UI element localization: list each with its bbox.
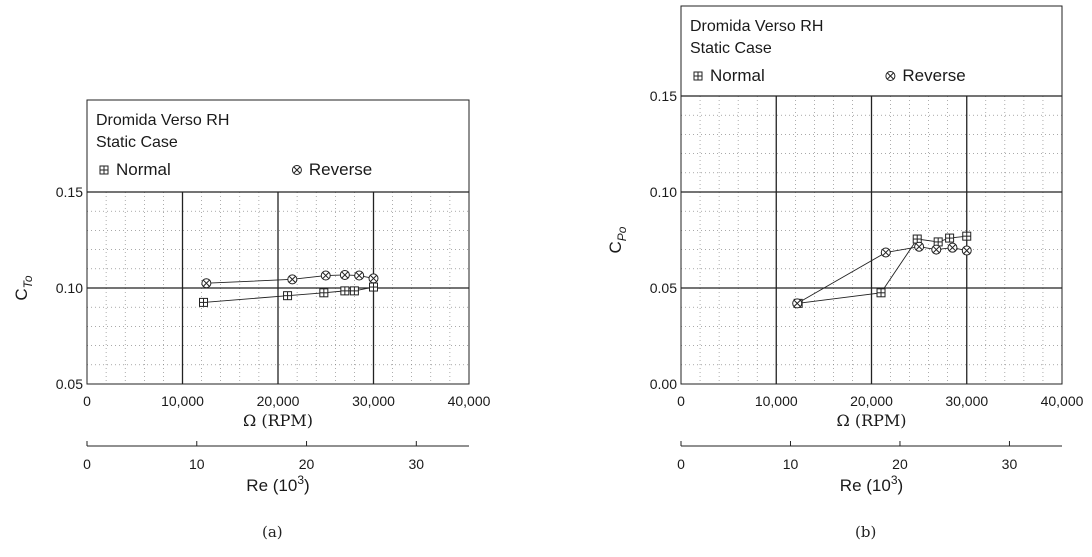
y-axis-label-sub: To: [21, 275, 35, 288]
x-tick-label: 40,000: [1041, 393, 1084, 409]
data-point-reverse: [880, 247, 891, 258]
data-point-reverse: [339, 269, 350, 280]
annotation-line: Dromida Verso RH: [96, 112, 229, 129]
data-point-normal: [876, 288, 886, 298]
y-tick-labels: 0.05 0.10 0.15: [56, 184, 83, 392]
panel-caption-a: (a): [262, 523, 283, 541]
data-point-reverse: [201, 278, 212, 289]
secondary-tick-label: 0: [83, 456, 91, 472]
x-axis-label: Ω (RPM): [836, 411, 906, 430]
secondary-tick-label: 30: [409, 456, 425, 472]
secondary-axis-label: Re (103): [840, 473, 903, 495]
series-reverse: [201, 269, 379, 289]
chart-panel-a: Dromida Verso RH Static Case Normal Reverse…: [12, 99, 491, 495]
legend: Normal Reverse: [693, 66, 966, 85]
y-tick-label: 0.15: [650, 88, 677, 104]
plot-frame: [86, 99, 470, 385]
data-point-reverse: [320, 270, 331, 281]
legend-label: Reverse: [902, 66, 965, 85]
secondary-axis: 0 10 20 30 Re (103): [677, 441, 1062, 495]
data-point-normal: [319, 288, 329, 298]
data-point-reverse: [947, 242, 958, 253]
major-grid: [87, 192, 469, 384]
plot-frame: [680, 5, 1063, 385]
secondary-axis-label: Re (103): [246, 473, 309, 495]
y-tick-label: 0.00: [650, 376, 677, 392]
secondary-tick-label: 10: [189, 456, 205, 472]
secondary-axis: 0 10 20 30 Re (103): [83, 441, 469, 495]
y-tick-labels: 0.00 0.05 0.10 0.15: [650, 88, 677, 392]
series-reverse: [792, 241, 972, 309]
data-point-reverse: [931, 244, 942, 255]
y-tick-label: 0.10: [650, 184, 677, 200]
data-point-reverse: [961, 245, 972, 256]
x-tick-label: 10,000: [161, 393, 204, 409]
y-axis-label-main: C: [606, 241, 625, 253]
legend-normal-marker: [99, 165, 109, 175]
x-tick-label: 0: [83, 393, 91, 409]
legend-normal-marker: [693, 71, 703, 81]
x-tick-label: 30,000: [352, 393, 395, 409]
x-tick-label: 20,000: [257, 393, 300, 409]
secondary-tick-label: 20: [892, 456, 908, 472]
data-point-reverse: [914, 241, 925, 252]
chart-panel-b: Dromida Verso RH Static Case Normal Reverse…: [606, 5, 1084, 495]
panel-caption-b: (b): [855, 523, 877, 541]
x-tick-label: 40,000: [448, 393, 491, 409]
annotation-line: Static Case: [96, 134, 178, 151]
secondary-tick-label: 0: [677, 456, 685, 472]
legend-label: Reverse: [309, 160, 372, 179]
y-tick-label: 0.05: [650, 280, 677, 296]
minor-grid: [681, 96, 1062, 384]
x-tick-label: 0: [677, 393, 685, 409]
x-tick-label: 10,000: [755, 393, 798, 409]
y-axis-label-main: C: [12, 288, 31, 300]
y-axis-label: CTo: [12, 275, 35, 301]
data-point-normal: [199, 297, 209, 307]
y-tick-label: 0.10: [56, 280, 83, 296]
data-point-normal: [340, 286, 350, 296]
data-point-normal: [945, 233, 955, 243]
legend-label: Normal: [710, 66, 765, 85]
data-point-normal: [369, 282, 378, 292]
y-axis-label-sub: Po: [615, 226, 629, 241]
data-point-reverse: [354, 270, 365, 281]
legend: Normal Reverse: [99, 160, 372, 179]
data-point-reverse: [368, 273, 379, 284]
data-point-normal: [349, 286, 359, 296]
x-tick-label: 20,000: [850, 393, 893, 409]
y-axis-label: CPo: [606, 226, 629, 253]
x-tick-labels: 0 10,000 20,000 30,000 40,000: [83, 393, 491, 409]
annotation-line: Dromida Verso RH: [690, 18, 823, 35]
data-point-reverse: [287, 274, 298, 285]
legend-label: Normal: [116, 160, 171, 179]
secondary-tick-label: 10: [783, 456, 799, 472]
series-normal: [199, 282, 378, 307]
secondary-tick-label: 30: [1002, 456, 1018, 472]
secondary-tick-label: 20: [299, 456, 315, 472]
x-tick-labels: 0 10,000 20,000 30,000 40,000: [677, 393, 1084, 409]
data-point-reverse: [792, 298, 803, 309]
y-tick-label: 0.15: [56, 184, 83, 200]
legend-reverse-marker: [291, 165, 302, 175]
legend-reverse-marker: [885, 71, 896, 81]
annotation: Dromida Verso RH Static Case: [96, 112, 229, 151]
series-normal: [793, 231, 972, 308]
x-axis-label: Ω (RPM): [243, 411, 313, 430]
y-tick-label: 0.05: [56, 376, 83, 392]
data-point-normal: [283, 291, 293, 301]
annotation-line: Static Case: [690, 40, 772, 57]
annotation: Dromida Verso RH Static Case: [690, 18, 823, 57]
x-tick-label: 30,000: [945, 393, 988, 409]
data-point-normal: [962, 231, 972, 241]
